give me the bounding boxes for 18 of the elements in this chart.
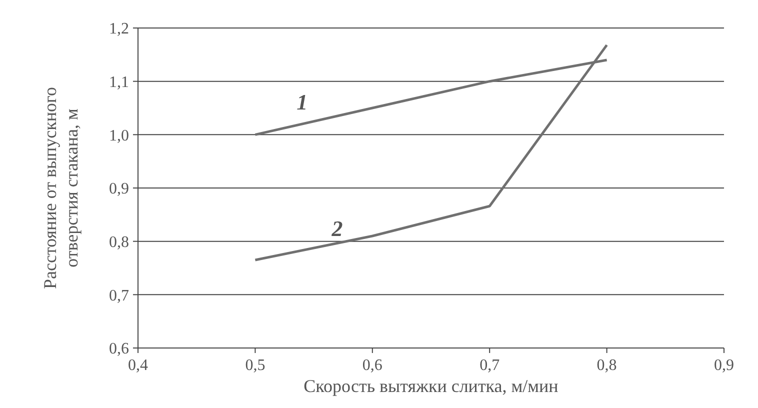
y-tick-label: 0,9 — [109, 180, 129, 198]
x-tick-label: 0,7 — [480, 357, 500, 374]
y-tick-label: 1,1 — [109, 74, 129, 91]
series-label: 2 — [330, 216, 343, 241]
y-tick-label: 0,7 — [109, 287, 129, 304]
y-tick-label: 0,6 — [109, 340, 129, 358]
y-tick-label: 0,8 — [109, 234, 129, 251]
x-tick-label: 0,8 — [596, 357, 617, 374]
y-tick-label: 1,0 — [109, 127, 129, 144]
line-series — [254, 44, 608, 262]
y-axis-title: Расстояние от выпускного отверстия стакана, м — [40, 87, 82, 289]
x-axis-title: Скорость вытяжки слитка, м/мин — [304, 376, 559, 396]
x-tick-label: 0,4 — [128, 357, 148, 374]
x-tick-label: 0,9 — [714, 357, 734, 374]
x-tick-label: 0,5 — [245, 357, 266, 374]
y-tick-label: 1,2 — [109, 20, 129, 38]
x-tick-label: 0,6 — [362, 357, 382, 374]
series-label: 1 — [296, 89, 308, 114]
